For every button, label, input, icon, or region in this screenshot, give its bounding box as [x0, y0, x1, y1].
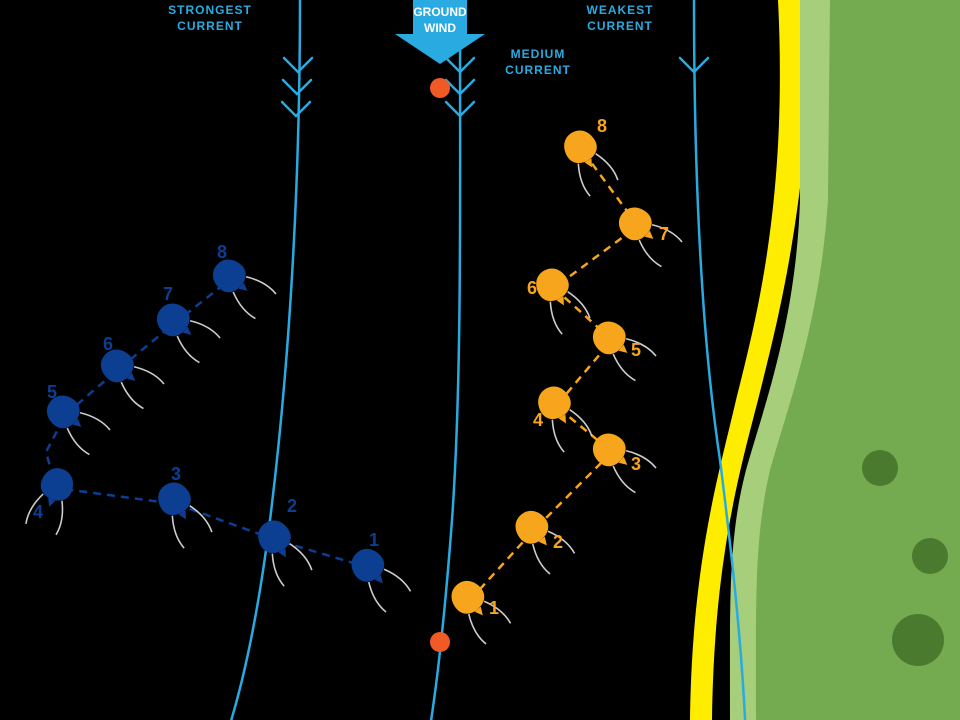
- orange-number-3: 3: [631, 454, 641, 474]
- tree-2: [912, 538, 948, 574]
- orange-balloon-5: [586, 314, 657, 381]
- orange-balloon-3: [586, 426, 657, 493]
- fletching-strongest-0: [284, 58, 312, 72]
- blue-number-5: 5: [47, 382, 57, 402]
- diagram-root: GROUNDWINDSTRONGESTCURRENTMEDIUMCURRENTW…: [0, 0, 960, 720]
- wind-label-1: GROUND: [413, 5, 467, 19]
- blue-balloon-8: [206, 252, 277, 319]
- blue-balloon-7: [150, 296, 221, 363]
- orange-number-1: 1: [489, 598, 499, 618]
- land-group: [690, 0, 960, 720]
- weakest-label: WEAKEST CURRENT: [587, 3, 654, 33]
- current-strongest: [225, 0, 312, 720]
- blue-balloon-1: [344, 542, 411, 613]
- blue-number-1: 1: [369, 530, 379, 550]
- diagram-svg: GROUNDWINDSTRONGESTCURRENTMEDIUMCURRENTW…: [0, 0, 960, 720]
- orange-balloon-1: [444, 574, 511, 645]
- blue-number-7: 7: [163, 284, 173, 304]
- strongest-label: STRONGEST CURRENT: [168, 3, 252, 33]
- orange-sequence: 1 2 3 4 5 6 7 8: [444, 116, 682, 644]
- wind-label-2: WIND: [424, 21, 456, 35]
- blue-number-6: 6: [103, 334, 113, 354]
- tree-3: [892, 614, 944, 666]
- buoy-1: [430, 78, 450, 98]
- svg-text:WEAKEST: WEAKEST: [587, 3, 654, 17]
- blue-sequence: 1 2 3 4 5 6 7 8: [25, 242, 411, 612]
- svg-text:CURRENT: CURRENT: [587, 19, 653, 33]
- orange-number-5: 5: [631, 340, 641, 360]
- orange-number-6: 6: [527, 278, 537, 298]
- blue-balloon-4: [25, 463, 78, 535]
- buoy-2: [430, 632, 450, 652]
- orange-balloon-6: [529, 262, 590, 334]
- blue-balloon-2: [251, 514, 312, 586]
- orange-number-8: 8: [597, 116, 607, 136]
- medium-label: MEDIUM CURRENT: [505, 47, 571, 77]
- blue-number-8: 8: [217, 242, 227, 262]
- svg-text:MEDIUM: MEDIUM: [511, 47, 566, 61]
- svg-text:CURRENT: CURRENT: [177, 19, 243, 33]
- orange-balloon-2: [508, 504, 575, 575]
- orange-number-2: 2: [553, 532, 563, 552]
- orange-number-7: 7: [659, 224, 669, 244]
- svg-text:STRONGEST: STRONGEST: [168, 3, 252, 17]
- ground-wind-arrow: GROUND WIND: [395, 0, 485, 64]
- orange-number-4: 4: [533, 410, 543, 430]
- blue-number-4: 4: [33, 502, 43, 522]
- svg-text:CURRENT: CURRENT: [505, 63, 571, 77]
- blue-number-3: 3: [171, 464, 181, 484]
- fletching-strongest-1: [283, 80, 311, 94]
- blue-number-2: 2: [287, 496, 297, 516]
- orange-balloon-7: [612, 200, 683, 267]
- blue-balloon-3: [151, 476, 212, 548]
- tree-1: [862, 450, 898, 486]
- fletching-strongest-2: [282, 102, 310, 116]
